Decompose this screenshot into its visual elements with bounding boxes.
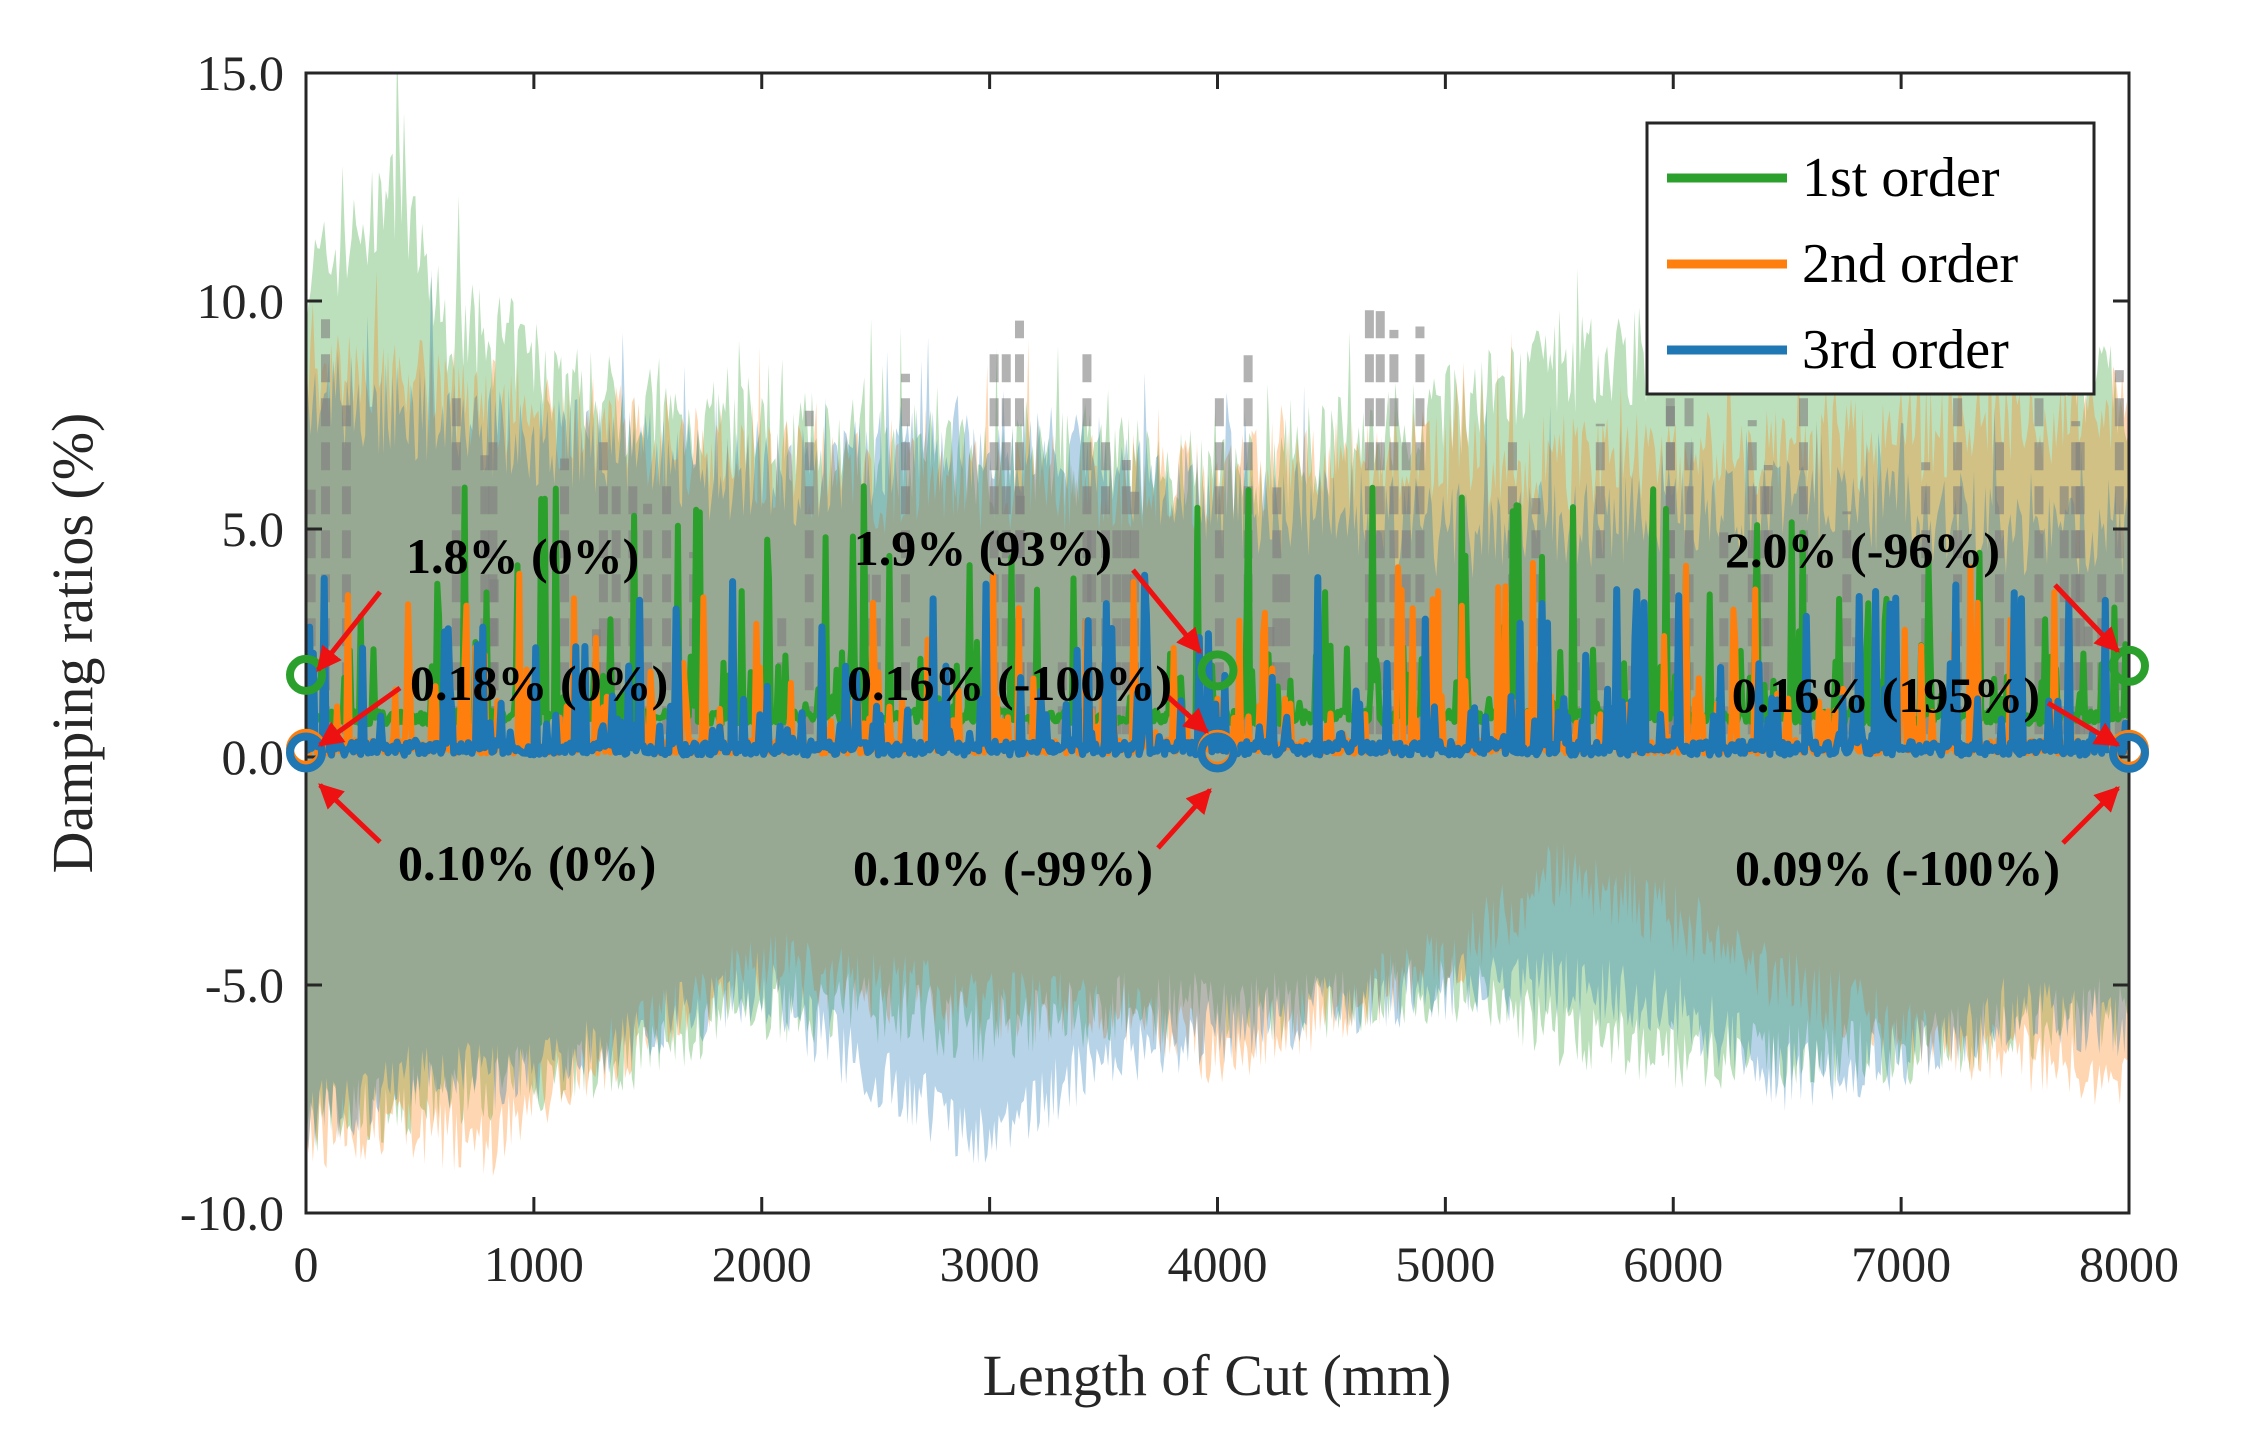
series-lines <box>306 483 2129 759</box>
annotation-label: 2.0% (-96%) <box>1725 522 2000 578</box>
legend-label-2nd-order: 2nd order <box>1802 233 2019 295</box>
x-tick-label: 0 <box>294 1236 319 1292</box>
y-tick-label: 10.0 <box>197 273 285 329</box>
legend: 1st order 2nd order 3rd order <box>1645 121 2096 396</box>
marker-3rd-order <box>286 732 326 773</box>
annotation-label: 0.16% (195%) <box>1732 667 2040 723</box>
annotation-arrow <box>1164 693 1209 734</box>
annotation-arrow <box>1156 788 1212 850</box>
y-tick-label: -10.0 <box>180 1185 284 1241</box>
annotation-label: 0.10% (0%) <box>398 835 656 891</box>
x-axis-title: Length of Cut (mm) <box>983 1343 1452 1408</box>
annotation-arrow <box>317 685 402 748</box>
marker-1st-order <box>286 654 326 695</box>
endpoint-markers <box>286 645 2149 773</box>
marker-3rd-order <box>1197 732 1238 773</box>
annotation-arrow <box>2053 583 2120 653</box>
y-tick-label: 0.0 <box>222 729 285 785</box>
x-tick-label: 8000 <box>2079 1236 2179 1292</box>
x-tick-label: 2000 <box>712 1236 812 1292</box>
legend-label-3rd-order: 3rd order <box>1802 319 2009 381</box>
annotation-arrow <box>2061 786 2120 845</box>
annotation-label: 0.10% (-99%) <box>853 840 1153 896</box>
marker-3rd-order <box>2109 732 2149 773</box>
annotation-arrow <box>318 783 382 844</box>
marker-1st-order <box>2109 645 2149 686</box>
annotation-arrow <box>2046 700 2121 748</box>
annotation-label: 0.09% (-100%) <box>1735 840 2060 896</box>
annotation-label: 0.18% (0%) <box>410 655 668 711</box>
x-tick-label: 4000 <box>1168 1236 1268 1292</box>
y-tick-label: 5.0 <box>222 501 285 557</box>
x-tick-label: 5000 <box>1395 1236 1495 1292</box>
x-tick-label: 7000 <box>1851 1236 1951 1292</box>
y-axis-title: Damping ratios (%) <box>40 413 105 874</box>
annotation-label: 1.9% (93%) <box>854 520 1112 576</box>
marker-1st-order <box>1197 650 1238 691</box>
line-3rd-order <box>306 571 2129 759</box>
y-axis: -10.0 -5.0 0.0 5.0 10.0 15.0 <box>180 45 2129 1241</box>
annotation-label: 1.8% (0%) <box>406 528 639 584</box>
legend-label-1st-order: 1st order <box>1802 147 2000 209</box>
annotation-label: 0.16% (-100%) <box>847 655 1172 711</box>
x-axis: 0 1000 2000 3000 4000 5000 6000 7000 8000 <box>294 73 2179 1292</box>
annotation-arrow <box>1131 568 1202 654</box>
x-tick-label: 1000 <box>484 1236 584 1292</box>
y-tick-label: 15.0 <box>197 45 285 101</box>
annotation-arrow <box>316 590 382 672</box>
annotations: 1.8% (0%) 0.18% (0%) 0.10% (0%) 1.9% (93%) 0… <box>316 520 2121 896</box>
x-tick-label: 3000 <box>940 1236 1040 1292</box>
y-tick-label: -5.0 <box>205 957 284 1013</box>
x-tick-label: 6000 <box>1623 1236 1723 1292</box>
